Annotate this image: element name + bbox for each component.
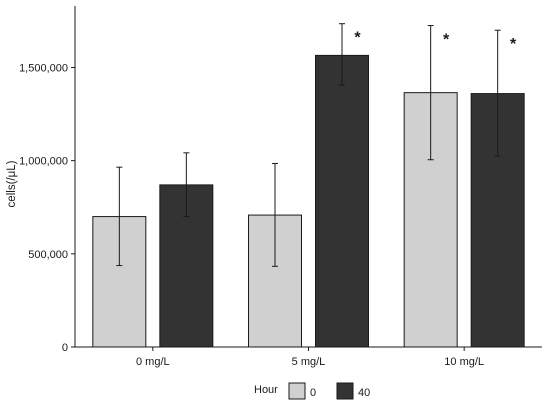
legend-title: Hour	[254, 384, 278, 396]
bars	[92, 54, 525, 348]
plot-area: 0 500,000 1,000,000 1,500,000 0 mg/L 5 mg/L 1…	[19, 6, 542, 368]
x-axis-ticks: 0 mg/L 5 mg/L 10 mg/L	[136, 347, 484, 368]
y-tick-label: 1,000,000	[19, 156, 68, 168]
significance-marker: *	[354, 30, 361, 47]
legend-label: 0	[310, 387, 316, 399]
legend-items: 0 40	[288, 382, 370, 400]
legend-swatch	[336, 382, 354, 400]
x-tick-label: 10 mg/L	[444, 356, 484, 368]
y-tick-label: 500,000	[28, 249, 68, 261]
x-tick-label: 0 mg/L	[136, 356, 170, 368]
bar	[315, 54, 369, 348]
significance-marker: *	[443, 32, 450, 49]
y-axis-ticks: 0 500,000 1,000,000 1,500,000	[19, 62, 75, 354]
y-tick-label: 0	[62, 342, 68, 354]
y-axis-title: cells(/μL)	[6, 160, 18, 207]
error-bars	[116, 23, 501, 267]
significance-markers: * * *	[354, 30, 517, 54]
x-tick-label: 5 mg/L	[292, 356, 326, 368]
legend-label: 40	[358, 387, 370, 399]
legend-swatch	[288, 382, 306, 400]
y-tick-label: 1,500,000	[19, 62, 68, 74]
legend: Hour 0 40	[254, 382, 370, 400]
significance-marker: *	[510, 36, 517, 53]
